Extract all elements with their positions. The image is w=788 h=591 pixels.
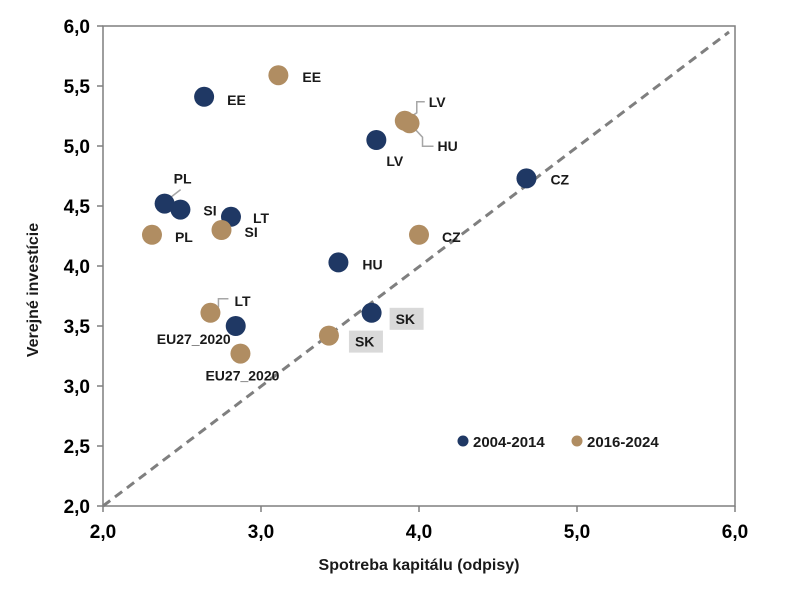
point-ee-2016-2024 xyxy=(268,65,289,86)
point-lt-2016-2024 xyxy=(200,302,221,323)
x-tick-label: 6,0 xyxy=(722,522,748,543)
point-label-lv: LV xyxy=(429,94,447,110)
y-tick-label: 2,0 xyxy=(64,497,90,518)
point-label-lt: LT xyxy=(234,293,251,309)
legend: 2004-2014 2016-2024 xyxy=(457,434,659,451)
point-label-cz: CZ xyxy=(550,171,569,187)
point-si-2016-2024 xyxy=(211,220,232,240)
point-hu-2004-2014 xyxy=(328,252,349,273)
diagonal-reference-line xyxy=(102,30,730,508)
point-eu27-2020-2016-2024 xyxy=(230,343,251,364)
y-axis-title: Verejné investície xyxy=(25,223,42,357)
y-tick-label: 3,5 xyxy=(64,317,91,338)
y-tick-label: 4,0 xyxy=(64,257,90,278)
point-label-pl: PL xyxy=(174,171,192,187)
point-sk-2004-2014 xyxy=(361,302,382,323)
y-tick-label: 4,5 xyxy=(64,197,91,218)
point-label-pl: PL xyxy=(175,229,193,245)
point-label-eu27-2020: EU27_2020 xyxy=(157,331,231,347)
y-tick-label: 2,5 xyxy=(64,437,91,458)
x-tick-label: 2,0 xyxy=(90,522,116,543)
y-tick-label: 5,0 xyxy=(64,137,90,158)
y-tick-label: 3,0 xyxy=(64,377,90,398)
point-label-eu27-2020: EU27_2020 xyxy=(205,368,279,384)
point-label-lv: LV xyxy=(386,153,404,169)
legend-marker-2004-2014 xyxy=(457,435,469,447)
point-ee-2004-2014 xyxy=(194,86,215,107)
point-label-lt: LT xyxy=(253,210,270,226)
x-tick-label: 4,0 xyxy=(406,522,432,543)
point-eu27-2020-2004-2014 xyxy=(225,316,246,336)
point-label-ee: EE xyxy=(302,69,321,85)
point-label-ee: EE xyxy=(227,92,246,108)
point-label-sk: SK xyxy=(396,311,415,327)
point-si-2004-2014 xyxy=(170,199,191,220)
point-lv-2004-2014 xyxy=(366,130,387,150)
x-tick-label: 5,0 xyxy=(564,522,590,543)
point-pl-2004-2014 xyxy=(154,193,175,214)
point-sk-2016-2024 xyxy=(318,325,339,346)
legend-label-2004-2014: 2004-2014 xyxy=(473,434,545,451)
point-pl-2016-2024 xyxy=(141,224,162,245)
point-label-hu: HU xyxy=(438,138,458,154)
point-label-si: SI xyxy=(245,224,258,240)
label-highlight-box xyxy=(348,330,383,353)
point-label-cz: CZ xyxy=(442,229,461,245)
point-label-hu: HU xyxy=(362,256,382,272)
point-cz-2004-2014 xyxy=(516,168,537,189)
point-label-si: SI xyxy=(203,203,216,219)
legend-marker-2016-2024 xyxy=(571,435,583,447)
point-label-sk: SK xyxy=(355,334,374,350)
point-cz-2016-2024 xyxy=(409,224,429,245)
y-tick-label: 6,0 xyxy=(64,17,90,38)
y-tick-label: 5,5 xyxy=(64,77,91,98)
label-highlight-box xyxy=(389,307,424,330)
legend-label-2016-2024: 2016-2024 xyxy=(587,434,659,451)
point-hu-2016-2024 xyxy=(399,113,420,134)
x-axis-title: Spotreba kapitálu (odpisy) xyxy=(319,557,520,574)
x-tick-label: 3,0 xyxy=(248,522,274,543)
